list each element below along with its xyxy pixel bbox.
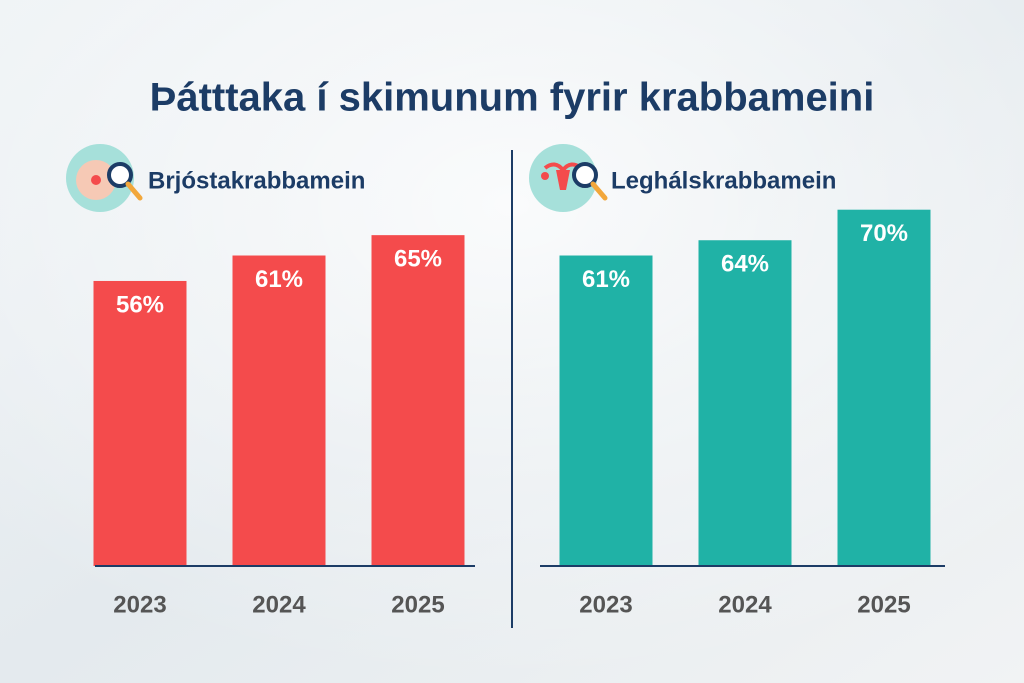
value-label: 65% xyxy=(394,245,442,272)
cervix-icon xyxy=(529,144,608,212)
x-tick-label: 2024 xyxy=(252,591,306,618)
x-tick-label: 2024 xyxy=(718,591,772,618)
bar xyxy=(232,255,326,566)
chart-title: Brjóstakrabbamein xyxy=(148,167,365,194)
value-label: 61% xyxy=(255,266,303,293)
breast-icon xyxy=(66,144,143,212)
value-label: 56% xyxy=(116,291,164,318)
x-tick-label: 2023 xyxy=(579,591,632,618)
value-label: 61% xyxy=(582,266,630,293)
bar xyxy=(371,235,465,566)
chart-title: Leghálskrabbamein xyxy=(611,167,836,194)
bar xyxy=(837,209,931,566)
value-label: 64% xyxy=(721,251,769,278)
x-tick-label: 2025 xyxy=(857,591,910,618)
value-label: 70% xyxy=(860,220,908,247)
x-tick-label: 2025 xyxy=(391,591,444,618)
page-title: Þátttaka í skimunum fyrir krabbameini xyxy=(150,76,875,120)
x-tick-label: 2023 xyxy=(113,591,166,618)
bar xyxy=(698,240,792,567)
bar xyxy=(559,255,653,566)
bar xyxy=(93,280,187,566)
